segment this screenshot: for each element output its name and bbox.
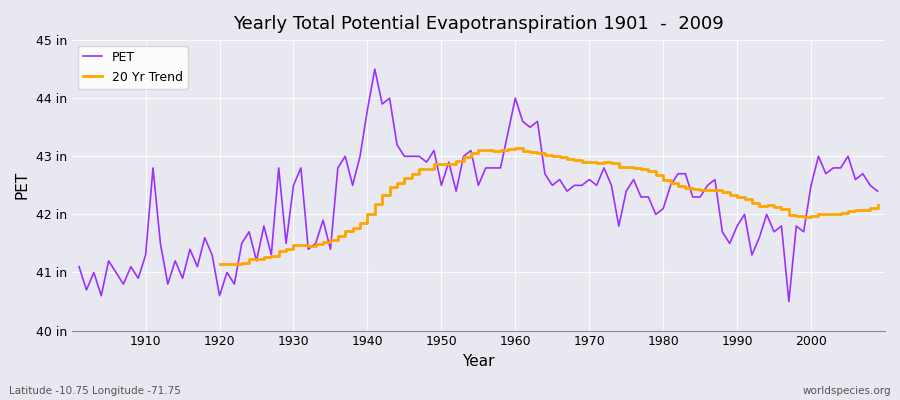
Text: Latitude -10.75 Longitude -71.75: Latitude -10.75 Longitude -71.75 [9, 386, 181, 396]
20 Yr Trend [510, 146, 521, 150]
Title: Yearly Total Potential Evapotranspiration 1901  -  2009: Yearly Total Potential Evapotranspiratio… [233, 15, 724, 33]
20 Yr Trend [221, 262, 232, 267]
20 Yr Trend [872, 203, 883, 208]
PET [340, 154, 351, 159]
PET [872, 189, 883, 194]
Text: worldspecies.org: worldspecies.org [803, 386, 891, 396]
PET [510, 96, 521, 101]
Y-axis label: PET: PET [15, 171, 30, 200]
20 Yr Trend [791, 214, 802, 218]
20 Yr Trend [858, 208, 868, 212]
PET [784, 299, 795, 304]
20 Yr Trend [776, 207, 787, 212]
Line: 20 Yr Trend: 20 Yr Trend [220, 148, 878, 264]
20 Yr Trend [310, 241, 321, 246]
X-axis label: Year: Year [462, 354, 495, 369]
20 Yr Trend [688, 187, 698, 192]
PET [133, 276, 144, 281]
PET [518, 119, 528, 124]
Legend: PET, 20 Yr Trend: PET, 20 Yr Trend [78, 46, 188, 89]
PET [295, 166, 306, 170]
PET [74, 264, 85, 269]
PET [606, 183, 616, 188]
Line: PET: PET [79, 69, 878, 302]
20 Yr Trend [214, 262, 225, 266]
20 Yr Trend [421, 167, 432, 172]
PET [369, 67, 380, 72]
